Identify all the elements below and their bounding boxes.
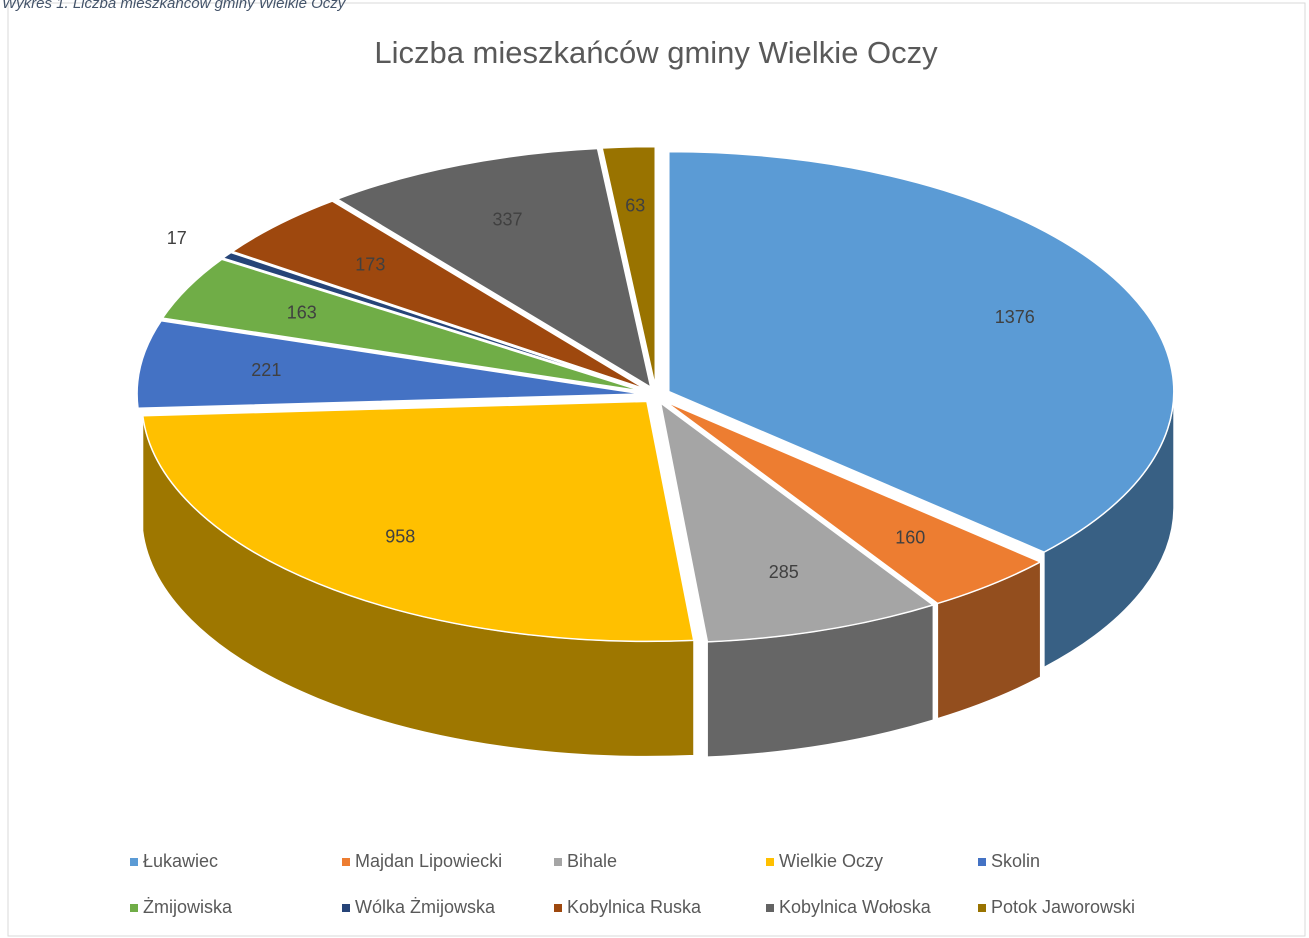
legend-label: Łukawiec <box>143 851 218 871</box>
data-label: 285 <box>769 562 799 582</box>
legend-label: Majdan Lipowiecki <box>355 851 502 871</box>
data-label: 163 <box>287 302 317 322</box>
legend-marker <box>766 904 774 912</box>
slice <box>161 258 644 393</box>
slice <box>335 147 652 389</box>
slice <box>141 400 695 643</box>
data-label: 160 <box>895 527 925 547</box>
legend-marker <box>342 858 350 866</box>
legend-label: Bihale <box>567 851 617 871</box>
legend-label: Wielkie Oczy <box>779 851 883 871</box>
data-label: 337 <box>493 209 523 229</box>
legend-marker <box>342 904 350 912</box>
data-label: 17 <box>167 228 187 248</box>
slice-side <box>136 393 139 524</box>
legend-label: Potok Jaworowski <box>991 897 1135 917</box>
legend-marker <box>766 858 774 866</box>
legend-label: Wólka Żmijowska <box>355 897 496 917</box>
legend-label: Żmijowiska <box>143 897 233 917</box>
slice <box>664 400 1043 605</box>
slice <box>659 401 935 643</box>
legend-marker <box>130 904 138 912</box>
data-label: 958 <box>385 527 415 547</box>
slice <box>668 150 1175 553</box>
data-label: 221 <box>251 360 281 380</box>
legend-marker <box>978 858 986 866</box>
caption: Wykres 1. Liczba mieszkańców gminy Wielk… <box>2 0 347 12</box>
slice <box>221 251 645 391</box>
slice <box>601 145 657 387</box>
legend-label: Skolin <box>991 851 1040 871</box>
legend-marker <box>978 904 986 912</box>
chart-title: Liczba mieszkańców gminy Wielkie Oczy <box>374 35 938 70</box>
legend-marker <box>554 904 562 912</box>
legend-label: Kobylnica Ruska <box>567 897 702 917</box>
legend-label: Kobylnica Wołoska <box>779 897 932 917</box>
legend-marker <box>554 858 562 866</box>
data-label: 1376 <box>995 307 1035 327</box>
data-label: 63 <box>625 196 645 216</box>
slice <box>136 319 643 410</box>
data-label: 173 <box>355 254 385 274</box>
slice <box>230 200 647 390</box>
legend-marker <box>130 858 138 866</box>
